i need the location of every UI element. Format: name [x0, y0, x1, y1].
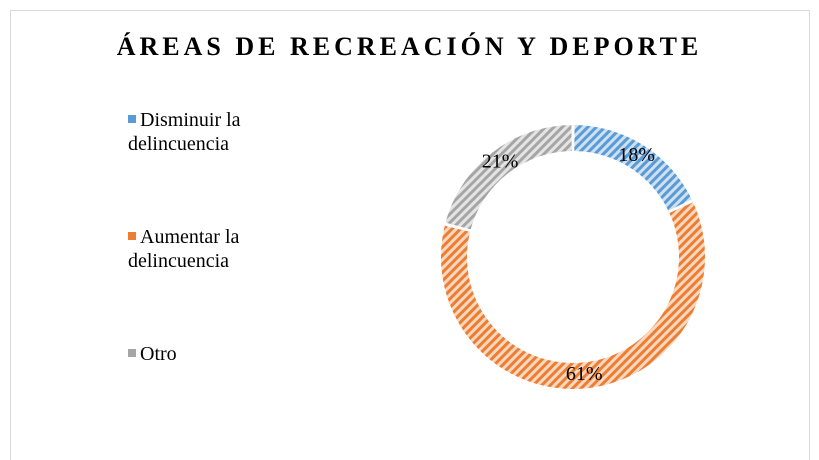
donut-slice: [440, 202, 705, 390]
legend-entry: Disminuir la delincuencia: [128, 108, 288, 156]
donut-slice: [574, 125, 692, 211]
legend-entry: Aumentar la delincuencia: [128, 225, 288, 273]
data-label: 21%: [482, 151, 519, 173]
legend-label: Otro: [140, 343, 177, 365]
legend-label: Aumentar la delincuencia: [128, 226, 240, 272]
data-label: 18%: [618, 144, 655, 166]
data-label: 61%: [566, 363, 603, 385]
legend-swatch: [128, 349, 136, 357]
chart-frame: [10, 10, 810, 460]
donut-slice: [445, 125, 572, 230]
legend-entry: Otro: [128, 342, 288, 366]
legend-label: Disminuir la delincuencia: [128, 109, 241, 155]
legend-swatch: [128, 115, 136, 123]
legend-swatch: [128, 232, 136, 240]
chart-title: ÁREAS DE RECREACIÓN Y DEPORTE: [116, 32, 703, 61]
